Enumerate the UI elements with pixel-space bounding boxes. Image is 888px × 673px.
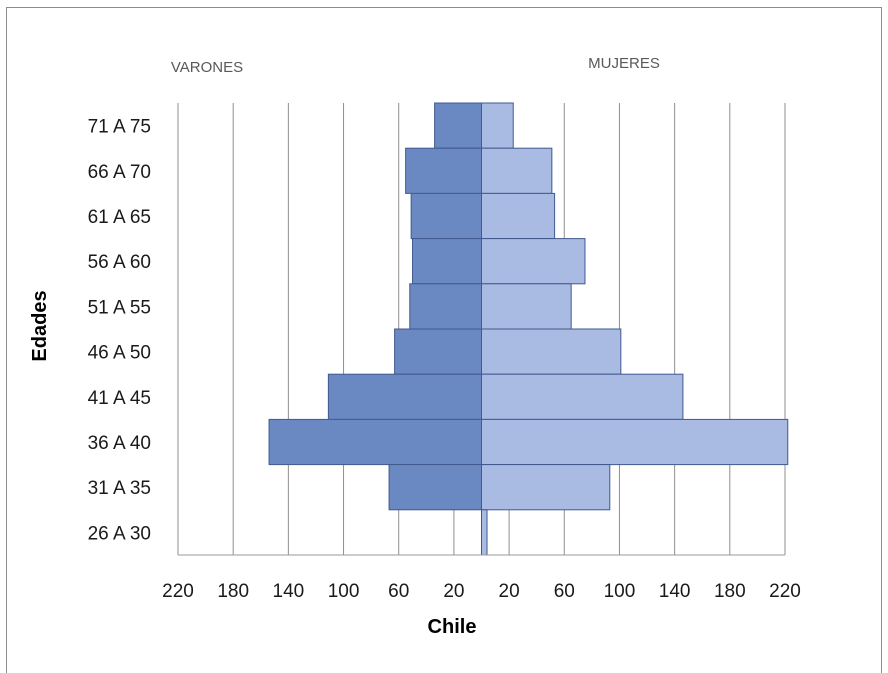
x-tick-label: 60	[554, 581, 575, 602]
bar-varones	[434, 102, 483, 149]
y-tick-label: 31 A 35	[88, 478, 151, 499]
x-tick-label: 100	[604, 581, 636, 602]
bar-mujeres	[481, 464, 611, 511]
bar-mujeres	[481, 328, 622, 375]
y-tick-label: 61 A 65	[88, 207, 151, 228]
bar-varones	[268, 418, 482, 466]
x-tick-label: 140	[273, 581, 305, 602]
y-tick-label: 51 A 55	[88, 297, 151, 318]
y-tick-label: 71 A 75	[88, 117, 151, 138]
bar-mujeres	[481, 509, 488, 556]
y-tick-label: 56 A 60	[88, 252, 151, 273]
y-tick-label: 26 A 30	[88, 523, 151, 544]
y-tick-label: 46 A 50	[88, 343, 151, 364]
x-tick-label: 140	[659, 581, 691, 602]
bar-varones	[412, 238, 483, 285]
y-tick-label: 41 A 45	[88, 388, 151, 409]
bar-mujeres	[481, 418, 789, 466]
x-axis-title: Chile	[428, 616, 477, 638]
x-tick-label: 220	[769, 581, 801, 602]
bar-mujeres	[481, 283, 572, 330]
x-tick-label: 220	[162, 581, 194, 602]
x-tick-label: 20	[499, 581, 520, 602]
bar-varones	[327, 373, 482, 420]
bar-varones	[394, 328, 482, 375]
bar-varones	[405, 147, 482, 194]
bar-varones	[410, 192, 483, 240]
left-side-label: VARONES	[171, 59, 243, 76]
bar-mujeres	[481, 147, 553, 194]
y-tick-label: 36 A 40	[88, 433, 151, 454]
chart-frame	[6, 7, 882, 673]
bar-mujeres	[481, 192, 556, 240]
bar-varones	[409, 283, 483, 330]
x-tick-label: 180	[714, 581, 746, 602]
right-side-label: MUJERES	[588, 55, 660, 72]
x-tick-label: 100	[328, 581, 360, 602]
x-tick-label: 60	[388, 581, 409, 602]
x-tick-label: 20	[443, 581, 464, 602]
y-tick-labels: 71 A 75 66 A 70 61 A 65 56 A 60 51 A 55 46 A …	[88, 117, 151, 545]
y-axis-title: Edades	[29, 290, 51, 361]
x-tick-label: 180	[217, 581, 249, 602]
bar-mujeres	[481, 102, 514, 149]
bars	[268, 102, 789, 556]
bar-varones	[388, 464, 483, 511]
x-tick-labels: 220 180 140 100 60 20 20 60 100 140 180 220	[162, 581, 801, 602]
y-tick-label: 66 A 70	[88, 162, 151, 183]
bar-mujeres	[481, 373, 684, 420]
bar-mujeres	[481, 238, 586, 285]
